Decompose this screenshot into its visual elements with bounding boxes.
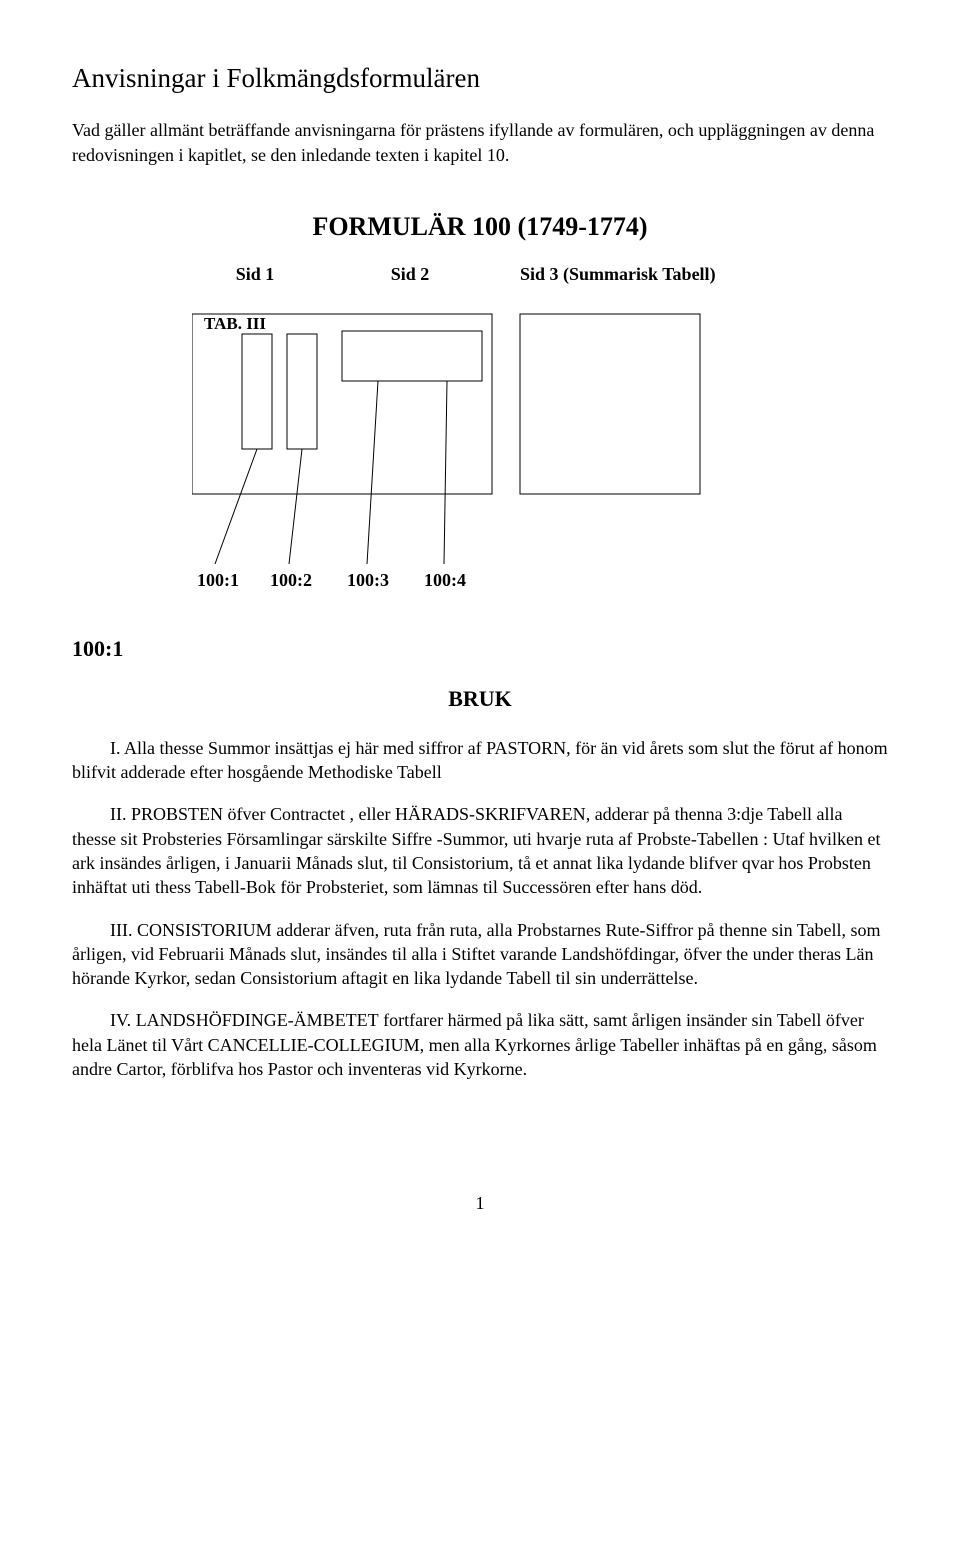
callout-2: 100:2 [270, 570, 312, 590]
form-heading: FORMULÄR 100 (1749-1774) [72, 209, 888, 244]
p2-mid1: öfver Contractet , eller [223, 804, 395, 824]
paragraph-4: IV. LANDSHÖFDINGE-ÄMBETET fortfarer härm… [72, 1008, 888, 1081]
tab-iii-label: TAB. III [204, 314, 266, 333]
p3-num: III. [110, 920, 132, 940]
p1-num: I. [110, 738, 121, 758]
bruk-heading: BRUK [72, 684, 888, 714]
diagram-outer-box-2 [520, 314, 700, 494]
diagram-small-rect-2 [287, 334, 317, 449]
intro-paragraph: Vad gäller allmänt beträffande anvisning… [72, 118, 888, 167]
sid-1-label: Sid 1 [190, 262, 320, 286]
sid-3-label: Sid 3 (Summarisk Tabell) [500, 262, 770, 286]
page-number: 1 [72, 1191, 888, 1215]
page-title: Anvisningar i Folkmängdsformulären [72, 60, 888, 96]
p4-num: IV. [110, 1010, 131, 1030]
sid-2-label: Sid 2 [320, 262, 500, 286]
callout-3: 100:3 [347, 570, 389, 590]
diagram-leader-1 [215, 449, 257, 564]
callout-4: 100:4 [424, 570, 466, 590]
form-diagram: TAB. III 100:1 100:2 100:3 100:4 [72, 294, 888, 604]
p4-sc2: CANCELLIE-COLLEGIUM [208, 1035, 420, 1055]
p2-sc1: PROBSTEN [131, 804, 223, 824]
p1-sc1: PASTORN [486, 738, 566, 758]
paragraph-2: II. PROBSTEN öfver Contractet , eller HÄ… [72, 802, 888, 899]
p1-lead: Alla thesse Summor insättjas ej här med … [124, 738, 486, 758]
paragraph-1: I. Alla thesse Summor insättjas ej här m… [72, 736, 888, 785]
diagram-wide-rect [342, 331, 482, 381]
diagram-svg: TAB. III 100:1 100:2 100:3 100:4 [192, 294, 752, 604]
diagram-leader-2 [289, 449, 302, 564]
section-number: 100:1 [72, 634, 888, 664]
sid-labels-row: Sid 1 Sid 2 Sid 3 (Summarisk Tabell) [72, 262, 888, 286]
callout-1: 100:1 [197, 570, 239, 590]
diagram-leader-4 [444, 381, 447, 564]
p3-sc1: CONSISTORIUM [137, 920, 272, 940]
diagram-small-rect-1 [242, 334, 272, 449]
p2-num: II. [110, 804, 127, 824]
paragraph-3: III. CONSISTORIUM adderar äfven, ruta fr… [72, 918, 888, 991]
p4-sc1: LANDSHÖFDINGE-ÄMBETET [136, 1010, 379, 1030]
p2-sc2: HÄRADS-SKRIFVAREN [395, 804, 586, 824]
diagram-leader-3 [367, 381, 378, 564]
